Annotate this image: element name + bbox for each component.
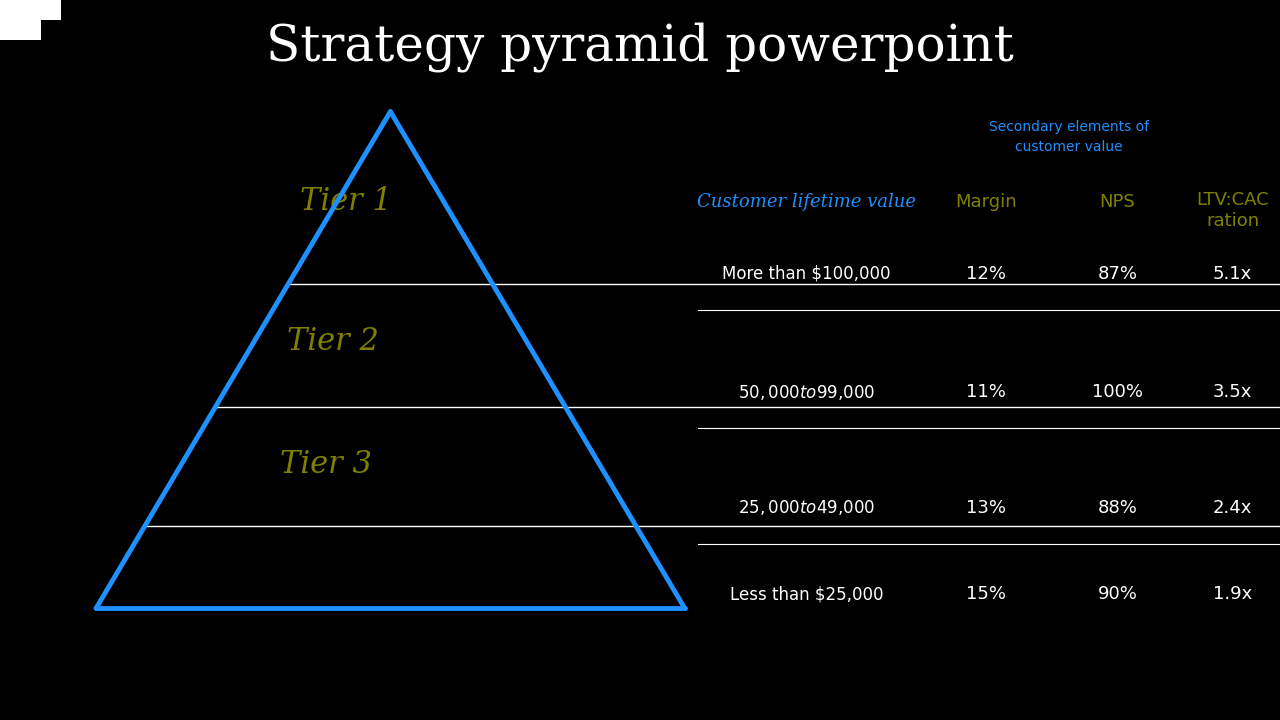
Text: 88%: 88% — [1097, 498, 1138, 517]
Text: 15%: 15% — [965, 585, 1006, 603]
Text: 12%: 12% — [965, 265, 1006, 282]
Text: 90%: 90% — [1097, 585, 1138, 603]
Text: 3.5x: 3.5x — [1213, 383, 1252, 401]
Text: 100%: 100% — [1092, 383, 1143, 401]
Text: $25,000 to $49,000: $25,000 to $49,000 — [737, 498, 876, 517]
Text: LTV:CAC
ration: LTV:CAC ration — [1197, 191, 1268, 230]
Text: 11%: 11% — [965, 383, 1006, 401]
Text: Customer lifetime value: Customer lifetime value — [696, 192, 916, 210]
Text: 87%: 87% — [1097, 265, 1138, 282]
Bar — [41, 0, 61, 20]
Text: $50,000 to $99,000: $50,000 to $99,000 — [737, 383, 876, 402]
Text: Tier 3: Tier 3 — [280, 449, 372, 480]
Text: Strategy pyramid powerpoint: Strategy pyramid powerpoint — [266, 22, 1014, 72]
Text: 2.4x: 2.4x — [1213, 498, 1252, 517]
Text: Tier 1: Tier 1 — [300, 186, 392, 217]
Text: Secondary elements of
customer value: Secondary elements of customer value — [988, 120, 1149, 153]
Text: Less than $25,000: Less than $25,000 — [730, 585, 883, 603]
Text: Margin: Margin — [955, 192, 1016, 210]
Text: 1.9x: 1.9x — [1213, 585, 1252, 603]
Bar — [0, 0, 41, 40]
Text: More than $100,000: More than $100,000 — [722, 265, 891, 282]
Text: 5.1x: 5.1x — [1213, 265, 1252, 282]
Text: 13%: 13% — [965, 498, 1006, 517]
Text: NPS: NPS — [1100, 192, 1135, 210]
Text: Tier 2: Tier 2 — [287, 326, 379, 358]
